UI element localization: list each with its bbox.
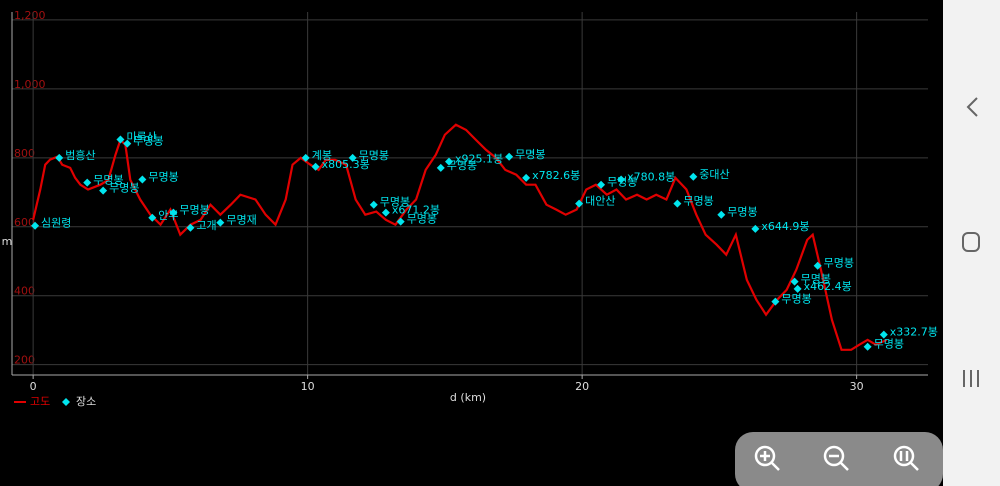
place-marker: [381, 208, 390, 217]
place-label: 무명봉: [148, 171, 178, 184]
place-label: 무명봉: [109, 182, 139, 195]
x-tick-label: 0: [30, 380, 37, 393]
place-label: 미륵산: [126, 131, 156, 144]
place-label: 무명봉: [407, 213, 437, 226]
x-axis-label: d (km): [450, 391, 486, 404]
y-tick-label: 600: [14, 216, 35, 229]
place-marker: [396, 217, 405, 226]
place-label: x925.1봉: [455, 153, 503, 166]
x-tick-label: 10: [301, 380, 315, 393]
place-marker: [790, 277, 799, 286]
place-marker: [83, 178, 92, 187]
place-marker: [301, 153, 310, 162]
place-label: 무명봉: [93, 174, 123, 187]
place-marker: [116, 135, 125, 144]
place-label: 무명봉: [683, 195, 713, 208]
background: [0, 0, 943, 486]
place-marker: [216, 218, 225, 227]
place-label: 범흥산: [65, 148, 95, 162]
place-label: 대안산: [585, 195, 615, 208]
y-tick-label: 400: [14, 285, 35, 298]
place-label: 무명재: [226, 214, 256, 227]
place-marker: [99, 186, 108, 195]
place-marker: [445, 157, 454, 166]
place-marker: [673, 199, 682, 208]
x-tick-label: 20: [575, 380, 589, 393]
y-tick-label: 1,000: [14, 78, 46, 91]
nav-bar: [943, 0, 1000, 486]
zoom-out-button[interactable]: [823, 445, 849, 471]
place-marker: [169, 208, 178, 217]
place-marker: [311, 162, 320, 171]
place-label: 무명봉: [359, 149, 389, 162]
place-marker: [689, 172, 698, 181]
place-marker: [771, 297, 780, 306]
place-marker: [813, 261, 822, 270]
place-label: x782.6봉: [532, 169, 580, 182]
place-label: 중대산: [699, 168, 729, 181]
place-marker: [793, 284, 802, 293]
place-label: x332.7봉: [890, 326, 938, 339]
place-label: 고개: [196, 219, 216, 232]
place-marker: [575, 199, 584, 208]
place-label: 무명봉: [133, 135, 163, 148]
place-label: 무명봉: [824, 257, 854, 270]
legend-label: 장소: [76, 395, 96, 408]
place-marker: [123, 139, 132, 148]
y-tick-label: 200: [14, 354, 35, 367]
place-label: x780.8봉: [627, 171, 675, 184]
place-marker: [879, 330, 888, 339]
x-tick-label: 30: [850, 380, 864, 393]
place-label: x671.2봉: [392, 204, 440, 217]
place-marker: [186, 223, 195, 232]
place-marker: [522, 173, 531, 182]
place-marker: [55, 153, 64, 162]
place-label: 계봉: [312, 149, 332, 162]
zoom-in-button[interactable]: [754, 445, 780, 471]
zoom-reset-button[interactable]: [893, 445, 919, 471]
place-marker: [348, 153, 357, 162]
legend-swatch: [62, 398, 70, 406]
place-label: x644.9봉: [761, 220, 809, 233]
place-marker: [369, 200, 378, 209]
place-marker: [617, 175, 626, 184]
zoom-controls: [735, 432, 943, 486]
place-label: 심원령: [41, 217, 71, 230]
zoom-panel: [735, 432, 943, 486]
place-marker: [863, 342, 872, 351]
place-marker: [717, 210, 726, 219]
back-button[interactable]: [966, 97, 978, 117]
place-label: 무명봉: [515, 148, 545, 161]
place-marker: [597, 180, 606, 189]
place-label: 무명봉: [179, 204, 209, 217]
y-axis-label: m: [2, 235, 13, 248]
recents-button[interactable]: [963, 370, 979, 387]
place-marker: [505, 152, 514, 161]
place-label: x462.4봉: [804, 280, 852, 293]
place-marker: [436, 163, 445, 172]
place-marker: [751, 224, 760, 233]
home-button[interactable]: [962, 232, 980, 252]
place-label: 무명봉: [447, 159, 477, 172]
legend-label: 고도: [30, 395, 50, 408]
y-tick-label: 1,200: [14, 9, 46, 22]
y-tick-label: 800: [14, 147, 35, 160]
place-label: 무명봉: [781, 293, 811, 306]
elevation-line: [32, 123, 888, 351]
place-marker: [31, 221, 40, 230]
place-label: x805.3봉: [322, 158, 370, 171]
place-label: 무명봉: [727, 206, 757, 219]
place-label: 무명봉: [380, 196, 410, 209]
place-marker: [138, 175, 147, 184]
place-label: 무명봉: [801, 273, 831, 286]
place-label: 무명봉: [874, 338, 904, 351]
place-marker: [148, 213, 157, 222]
